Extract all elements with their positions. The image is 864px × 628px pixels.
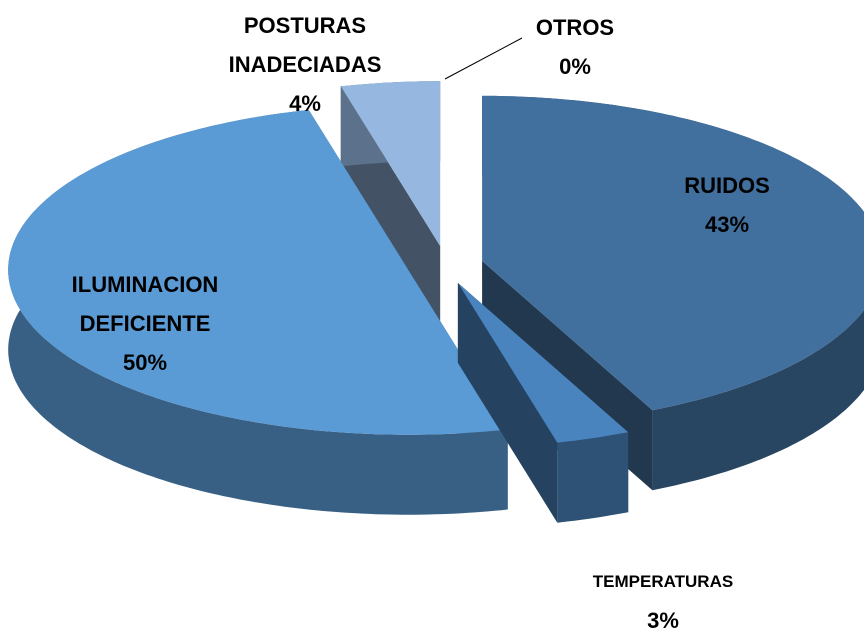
leader-line [444, 37, 523, 80]
slice [8, 109, 508, 515]
data-label: RUIDOS 43% [607, 166, 847, 244]
value-label: 4% [289, 91, 321, 116]
slice [340, 81, 441, 327]
value-label: 3% [647, 608, 679, 628]
data-label: OTROS 0% [455, 8, 695, 86]
category-label: TEMPERATURAS [592, 572, 734, 591]
data-label: POSTURAS INADECIADAS 4% [185, 6, 425, 123]
slice-top [457, 282, 629, 443]
slice-top [340, 81, 441, 247]
slice-side [457, 282, 558, 523]
slice-top [482, 95, 864, 411]
category-label: RUIDOS [684, 173, 770, 198]
value-label: 43% [704, 212, 750, 237]
value-label: 50% [122, 350, 168, 375]
slice-wall [557, 432, 629, 523]
category-label: POSTURAS INADECIADAS [228, 13, 382, 77]
slice [457, 282, 629, 523]
category-label: OTROS [535, 15, 615, 40]
slice-top [8, 109, 508, 435]
data-label: TEMPERATURAS 3% [543, 562, 783, 628]
data-label: ILUMINACION DEFICIENTE 50% [25, 265, 265, 382]
slice [482, 95, 864, 491]
category-label: ILUMINACION DEFICIENTE [71, 272, 219, 336]
value-label: 0% [559, 54, 591, 79]
